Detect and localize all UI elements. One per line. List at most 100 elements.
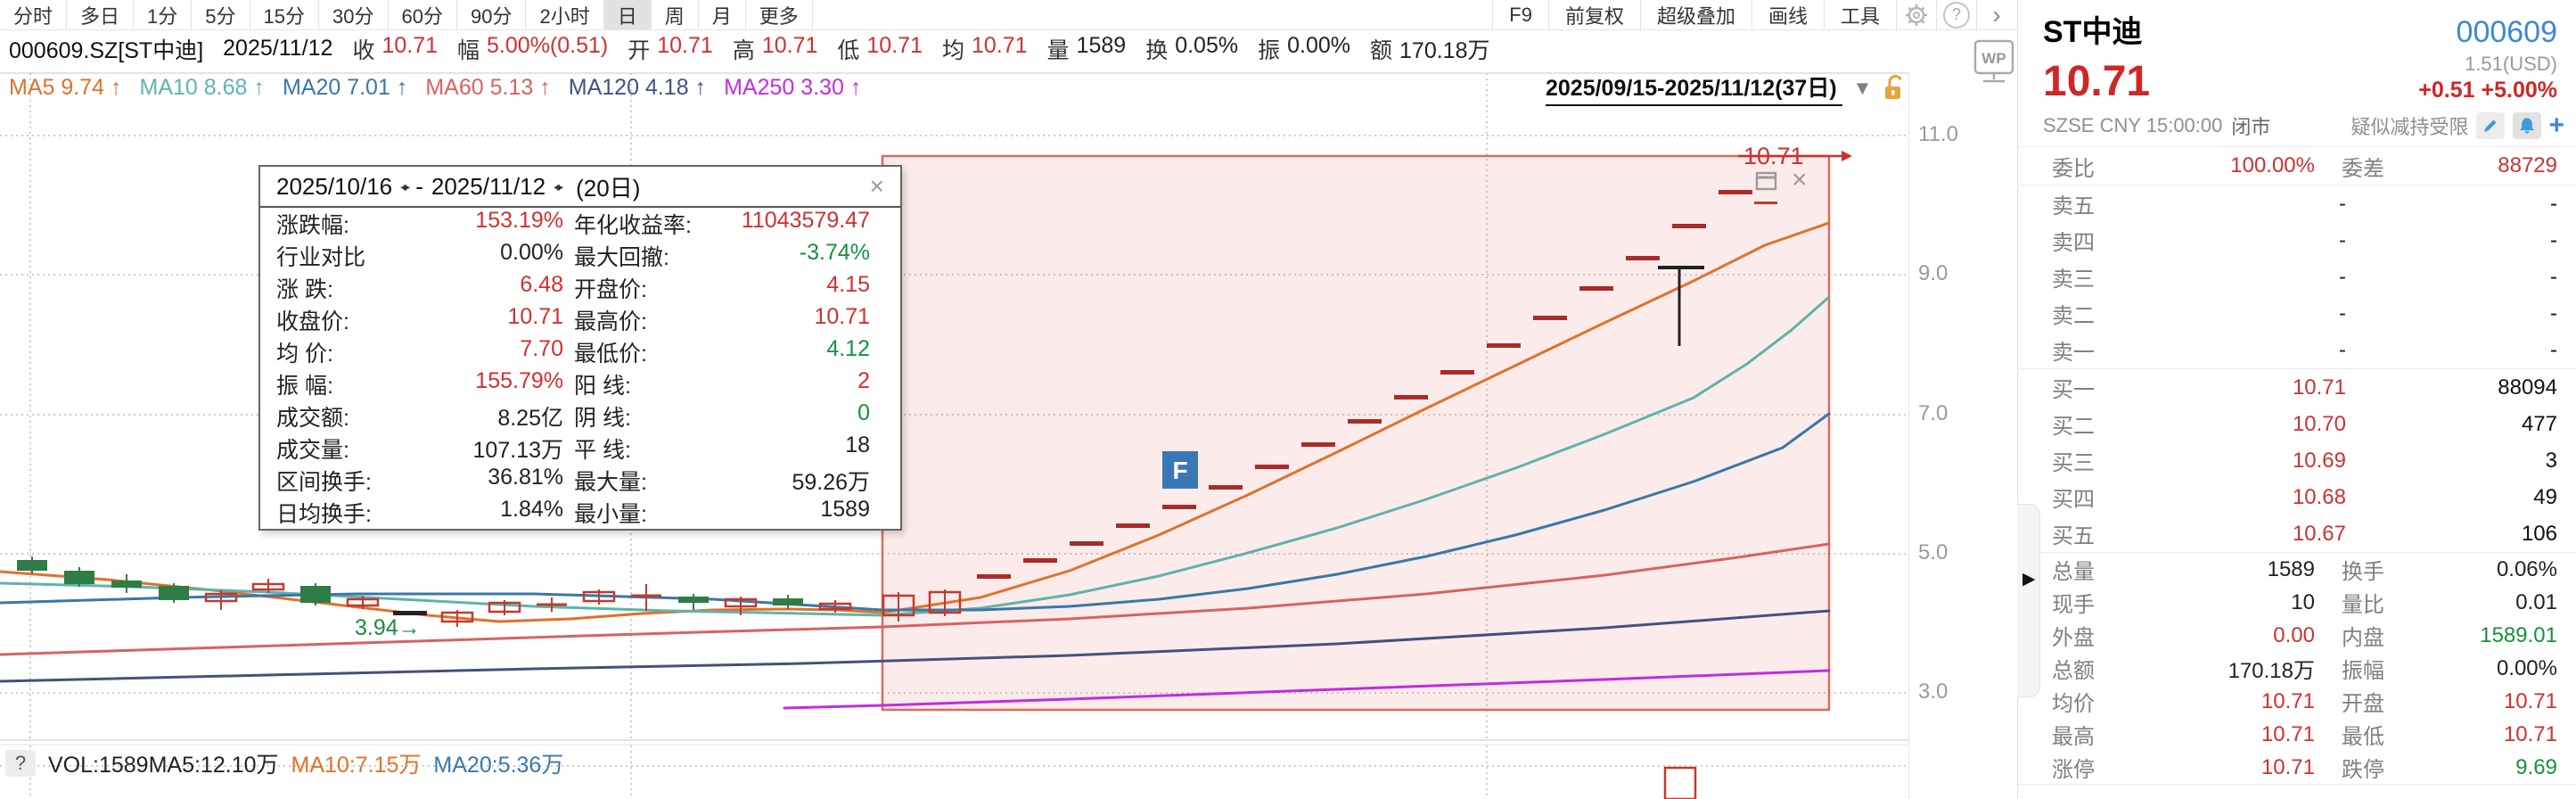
stat-value: 8.25亿 [497,406,563,431]
tab-月[interactable]: 月 [699,0,746,29]
kline-chart[interactable]: F 3.94→ 10.71 [0,0,1909,799]
book-quantity: 88094 [2498,375,2557,400]
stat-label: 平 线: [574,438,631,463]
popup-stat-row: 振 幅: 155.79% 阳 线: 2 [260,368,900,400]
date-range-control[interactable]: 2025/09/15-2025/11/12(37日) ▼ [1546,70,1907,106]
stat-label: 跌停 [2342,758,2384,782]
info-value: 0.00% [1287,32,1350,58]
book-price: - [2339,301,2346,325]
popup-stat-row: 涨跌幅: 153.19% 年化收益率: 11043579.47 [260,208,900,240]
edit-pencil-icon[interactable] [2476,112,2506,139]
stat-value: 4.15 [826,272,870,297]
stock-info-bar: 000609.SZ[ST中迪] 2025/11/12 收 10.71 幅 5.00%(… [0,29,1970,68]
toolbar-button-F9[interactable]: F9 [1492,0,1548,29]
stat-value: 11043579.47 [741,208,870,233]
popup-stat-row: 行业对比 0.00% 最大回撤: -3.74% [260,240,900,272]
stat-label: 外盘 [2052,626,2095,650]
stat-label: 区间换手: [276,470,372,495]
book-price: 10.68 [2292,484,2346,509]
ma-item-MA10: MA10 8.68 ↑ [140,75,265,101]
date-range-text[interactable]: 2025/09/15-2025/11/12(37日) [1546,70,1842,106]
tab-1分[interactable]: 1分 [134,0,193,29]
book-row-卖三[interactable]: 卖三 - - [2018,259,2576,295]
price-axis-label: 7.0 [1918,401,1948,425]
toolbar-button-超级叠加[interactable]: 超级叠加 [1639,0,1752,29]
indicator-help-icon[interactable]: ? [5,750,36,777]
ma-label: MA20 7.01 [282,75,390,100]
stat-value: 10.71 [2503,688,2557,713]
stat-label: 振 幅: [276,374,333,399]
tab-更多[interactable]: 更多 [746,0,813,29]
ma-trend-arrow-icon: ↑ [694,75,707,100]
close-icon[interactable]: × [1792,165,1808,194]
info-value: 10.71 [866,32,923,58]
wp-window-icon[interactable]: WP [1973,39,2014,86]
info-value: 10.71 [971,32,1028,58]
book-row-买一[interactable]: 买一 10.71 88094 [2018,369,2576,406]
book-level-label: 卖三 [2052,268,2095,292]
help-icon[interactable]: ? [1936,0,1976,29]
start-date-stepper[interactable]: ◂▸ [400,178,410,194]
toolbar-button-画线[interactable]: 画线 [1751,0,1824,29]
book-row-买二[interactable]: 买二 10.70 477 [2018,406,2576,442]
book-row-买四[interactable]: 买四 10.68 49 [2018,479,2576,515]
period-tabs: 分时 多日 1分 5分 15分 30分 60分 90分 2小时日周月更多 [0,0,813,29]
book-quantity: - [2550,264,2557,289]
tab-日[interactable]: 日 [603,0,652,29]
toolbar-button-工具[interactable]: 工具 [1823,0,1896,29]
svg-text:F: F [1172,457,1187,484]
book-quantity: 106 [2521,521,2557,546]
unlock-icon[interactable] [1883,74,1907,103]
stock-code[interactable]: 000609 [2456,15,2557,49]
info-value: 10.71 [381,32,439,58]
book-row-卖四[interactable]: 卖四 - - [2018,222,2576,259]
book-level-label: 买二 [2052,415,2095,439]
book-row-买五[interactable]: 买五 10.67 106 [2018,515,2576,552]
panel-collapse-arrow-icon[interactable]: ▶ [2022,570,2036,589]
stat-label: 最低 [2342,725,2384,749]
alert-bell-icon[interactable] [2513,112,2542,139]
price-axis-label: 9.0 [1918,261,1948,285]
tab-分时[interactable]: 分时 [0,0,68,29]
stat-label: 总额 [2052,659,2095,683]
add-watchlist-icon[interactable]: + [2548,111,2564,140]
tab-2小时[interactable]: 2小时 [526,0,604,29]
info-label: 开 [628,37,651,63]
interval-stats-popup[interactable]: 2025/10/16 ◂▸ - 2025/11/12 ◂▸ (20日) × 涨跌… [258,165,902,531]
tab-多日[interactable]: 多日 [67,0,135,29]
tab-15分[interactable]: 15分 [250,0,320,29]
ma-label: MA60 5.13 [425,75,534,100]
book-row-卖一[interactable]: 卖一 - - [2018,332,2576,368]
popup-start-date[interactable]: 2025/10/16 [276,172,393,200]
chevron-down-icon[interactable]: ▼ [1852,77,1873,99]
tab-周[interactable]: 周 [652,0,699,29]
stock-name: ST中迪 [2043,15,2143,49]
gear-icon[interactable] [1896,0,1936,29]
tab-30分[interactable]: 30分 [319,0,389,29]
chevron-right-icon[interactable]: › [1976,0,2016,29]
popup-end-date[interactable]: 2025/11/12 [431,172,546,200]
end-date-stepper[interactable]: ◂▸ [554,178,563,194]
toolbar-button-前复权[interactable]: 前复权 [1547,0,1640,29]
restore-window-icon[interactable] [1754,169,1779,193]
book-row-买三[interactable]: 买三 10.69 3 [2018,442,2576,479]
tab-5分[interactable]: 5分 [192,0,250,29]
book-level-label: 卖五 [2052,194,2095,218]
volume-indicator-bar: ? VOL:1589MA5:12.10万 MA10:7.15万 MA20:5.3… [5,747,563,779]
info-label: 额 [1370,37,1393,63]
stock-symbol[interactable]: 000609.SZ[ST中迪] [9,37,204,63]
panel-collapse-handle[interactable] [2017,504,2040,697]
price-axis-label: 11.0 [1918,122,1958,146]
popup-close-icon[interactable]: × [869,172,884,200]
book-price: 10.69 [2292,448,2346,473]
svg-text:10.71: 10.71 [1743,143,1804,169]
info-value: 10.71 [657,32,713,58]
tab-60分[interactable]: 60分 [389,0,457,29]
book-row-卖五[interactable]: 卖五 - - [2018,185,2576,222]
tab-90分[interactable]: 90分 [457,0,527,29]
stat-label: 均 价: [276,342,333,367]
stat-label: 涨跌幅: [276,213,349,238]
info-field-额: 额 170.18万 [1370,33,1489,65]
book-row-卖二[interactable]: 卖二 - - [2018,295,2576,332]
stat-value: 10.71 [2260,688,2315,713]
